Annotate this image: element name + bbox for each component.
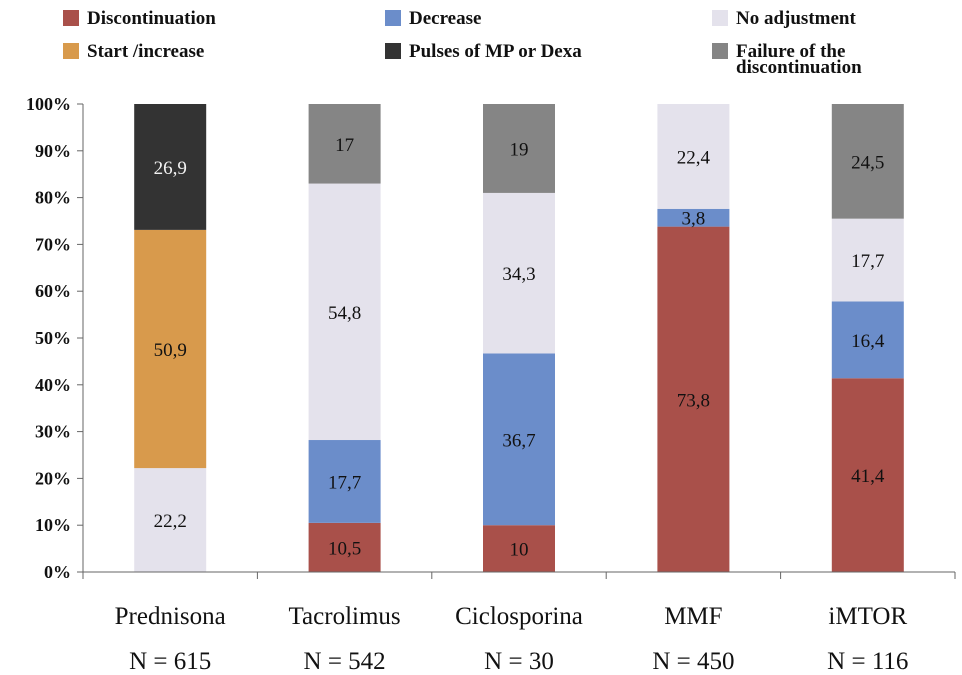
x-tick-label: MMF (664, 603, 722, 630)
bar-segment (308, 183, 381, 441)
data-label: 16,4 (851, 331, 885, 352)
bar-segment (831, 301, 904, 379)
legend-label: Decrease (409, 8, 481, 29)
bar-segment (134, 229, 207, 469)
data-label: 36,7 (502, 430, 535, 451)
data-label: 3,8 (682, 209, 706, 230)
bar-segment (831, 104, 904, 219)
y-tick-label: 40% (35, 375, 71, 395)
y-tick-label: 100% (26, 94, 71, 114)
legend-swatch (712, 43, 728, 59)
y-tick-label: 20% (35, 468, 71, 488)
data-label: 10,5 (328, 538, 361, 559)
legend: Discontinuation Decrease No adjustment Star… (63, 8, 862, 78)
data-label: 54,8 (328, 303, 361, 324)
y-axis: 0% 10% 20% 30% 40% 50% 60% 70% 80% 90% 100% (26, 94, 84, 582)
y-tick-label: 70% (35, 234, 71, 254)
y-tick-label: 90% (35, 141, 71, 161)
data-label: 41,4 (851, 466, 885, 487)
data-label: 26,9 (154, 158, 187, 179)
y-tick-label: 10% (35, 515, 71, 535)
bar-segment (134, 104, 207, 230)
legend-swatch (63, 10, 79, 26)
legend-label: Failure of the discontinuation (736, 41, 862, 78)
x-tick-label: Ciclosporina (455, 603, 583, 630)
data-label: 17,7 (851, 251, 884, 272)
y-tick-label: 60% (35, 281, 71, 301)
data-label: 73,8 (677, 390, 710, 411)
legend-swatch (385, 43, 401, 59)
legend-label-line2: discontinuation (736, 57, 862, 78)
bars: 22,2 50,9 26,9 10,5 17,7 54,8 17 10 36,7 34,3 19 73… (134, 104, 904, 572)
data-label: 10 (510, 540, 529, 561)
category-count-label: N = 542 (304, 648, 386, 675)
category-count-label: N = 30 (484, 648, 554, 675)
x-tick-label: iMTOR (828, 603, 907, 630)
data-label: 17 (335, 135, 354, 156)
data-label: 22,2 (154, 511, 187, 532)
bar-segment (483, 525, 555, 572)
bar-segment (657, 208, 730, 227)
category-count-label: N = 615 (129, 648, 211, 675)
bar-segment (483, 104, 555, 193)
bar-segment (831, 378, 904, 572)
data-label: 24,5 (851, 152, 884, 173)
y-tick-label: 50% (35, 328, 71, 348)
category-count-label: N = 116 (827, 648, 908, 675)
bar-segment (134, 468, 207, 572)
bar-segment (831, 218, 904, 302)
bar-segment (308, 440, 381, 523)
bar-segment (657, 226, 730, 572)
category-count-label: N = 450 (652, 648, 734, 675)
legend-label: Discontinuation (87, 8, 216, 29)
x-axis: Prednisona N = 615 Tacrolimus N = 542 Ciclos… (82, 571, 956, 675)
data-label: 50,9 (154, 340, 187, 361)
y-tick-label: 30% (35, 422, 71, 442)
y-tick-label: 80% (35, 188, 71, 208)
bar-segment (483, 192, 555, 354)
legend-label: No adjustment (736, 8, 856, 29)
data-label: 17,7 (328, 472, 361, 493)
legend-swatch (385, 10, 401, 26)
legend-swatch (712, 10, 728, 26)
legend-label: Start /increase (87, 41, 204, 62)
bar-segment (308, 522, 381, 572)
legend-label: Pulses of MP or Dexa (409, 41, 582, 62)
data-label: 34,3 (502, 264, 535, 285)
y-tick-label: 0% (44, 562, 71, 582)
data-label: 22,4 (677, 147, 711, 168)
x-tick-label: Prednisona (115, 603, 226, 630)
bar-segment (308, 104, 381, 184)
x-tick-label: Tacrolimus (289, 603, 401, 630)
data-label: 19 (510, 139, 529, 160)
bar-segment (483, 353, 555, 526)
bar-segment (657, 104, 730, 209)
legend-swatch (63, 43, 79, 59)
